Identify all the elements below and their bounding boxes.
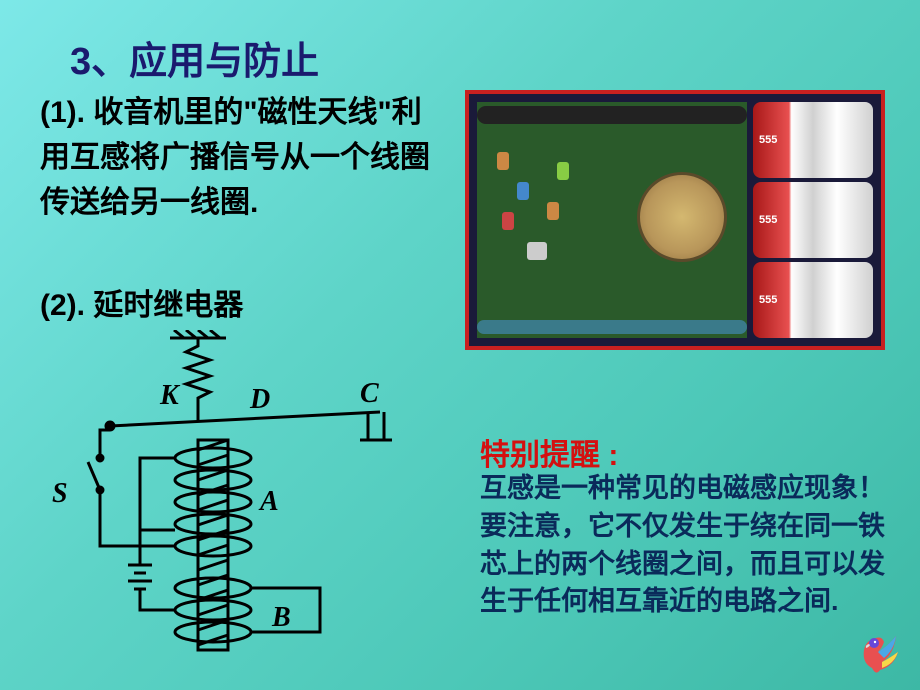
label-a: A <box>258 486 279 517</box>
paragraph-2: (2). 延时继电器 <box>40 280 243 324</box>
component-icon <box>502 212 514 230</box>
warning-body: 互感是一种常见的电磁感应现象！要注意，它不仅发生于绕在同一铁芯上的两个线圈之间，… <box>480 470 900 621</box>
component-icon <box>527 242 547 260</box>
label-k: K <box>159 380 181 411</box>
section-title: 3、应用与防止 <box>70 30 319 85</box>
battery-icon <box>753 102 873 178</box>
battery-icon <box>753 262 873 338</box>
paragraph-1: (1). 收音机里的"磁性天线"利用互感将广播信号从一个线圈传送给另一线圈. <box>40 90 440 225</box>
component-icon <box>547 202 559 220</box>
relay-circuit-diagram: K D C S A B <box>40 330 420 660</box>
component-icon <box>557 162 569 180</box>
label-d: D <box>249 384 270 415</box>
battery-compartment <box>753 102 873 338</box>
label-c: C <box>360 378 379 409</box>
parrot-icon <box>852 628 902 678</box>
component-icon <box>517 182 529 200</box>
ferrite-rod-icon <box>477 106 747 124</box>
tuning-rod-icon <box>477 320 747 334</box>
battery-icon <box>753 182 873 258</box>
label-b: B <box>271 602 291 633</box>
radio-photo <box>465 90 885 350</box>
tuning-dial-icon <box>637 172 727 262</box>
warning-title: 特别提醒 : <box>480 430 618 474</box>
component-icon <box>497 152 509 170</box>
pcb-area <box>477 102 747 338</box>
label-s: S <box>52 478 68 509</box>
